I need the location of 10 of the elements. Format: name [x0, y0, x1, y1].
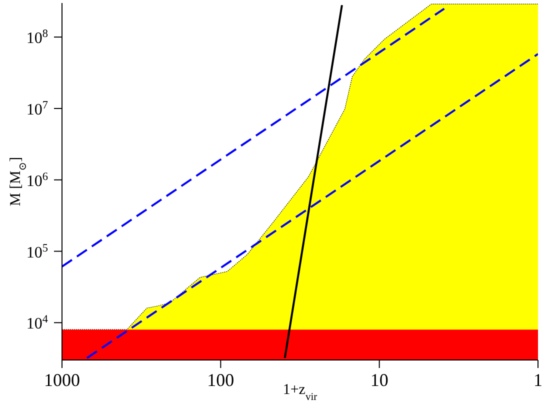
x-tick-label: 10 [370, 370, 388, 390]
y-tick-label: 10$^{6}$ [26, 170, 48, 190]
x-axis-title: 1+z$_{vir}$ [282, 382, 318, 402]
x-tick-label: 1 [534, 370, 542, 390]
x-tick-label: 1000 [44, 370, 80, 390]
y-tick-label: 10$^{7}$ [26, 99, 48, 118]
y-tick-label: 10$^{5}$ [26, 242, 48, 262]
y-tick-label: 10$^{4}$ [26, 314, 48, 333]
y-tick-label: 10$^{8}$ [26, 28, 48, 48]
x-tick-label: 100 [207, 370, 234, 390]
